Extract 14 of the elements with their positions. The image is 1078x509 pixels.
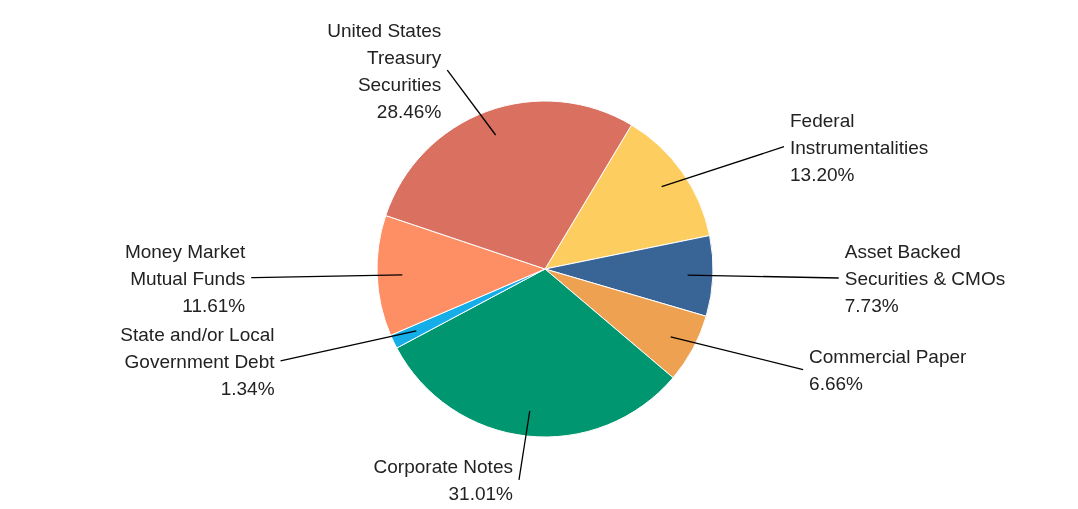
- data-label: 7.73%: [844, 294, 899, 316]
- slice-label: Federal Instrumentalities: [790, 109, 929, 158]
- data-label: 31.01%: [448, 482, 514, 504]
- data-label: 13.20%: [790, 163, 855, 185]
- data-label: 11.61%: [182, 294, 246, 316]
- slice-label: Commercial Paper: [809, 345, 968, 367]
- slice-label: State and/or Local Government Debt: [120, 323, 276, 372]
- data-label: 1.34%: [220, 377, 275, 399]
- slice-label: Corporate Notes: [373, 455, 513, 477]
- data-label: 6.66%: [809, 372, 864, 394]
- slice-label: Asset Backed Securities & CMOs: [844, 240, 1006, 289]
- data-label: 28.46%: [376, 100, 442, 122]
- slice-label: United States Treasury Securities: [327, 19, 442, 95]
- slice-label: Money Market Mutual Funds: [124, 240, 246, 289]
